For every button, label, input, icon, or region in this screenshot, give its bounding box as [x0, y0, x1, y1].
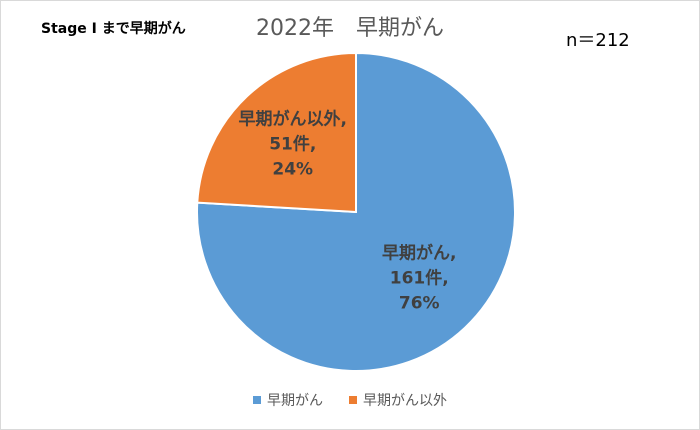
stage-note: Stage I まで早期がん [41, 21, 186, 37]
legend-swatch [349, 396, 357, 404]
chart-title: 2022年 早期がん [256, 16, 444, 41]
data-label-2: 早期がん以外, 51件, 24% [239, 107, 347, 182]
legend-label: 早期がん [267, 393, 323, 409]
data-label-line: 161件, [389, 268, 449, 289]
data-label-line: 24% [272, 159, 314, 180]
data-label-line: 76% [398, 293, 440, 314]
legend-item-1: 早期がん [253, 390, 323, 410]
legend: 早期がん 早期がん以外 [0, 390, 700, 410]
data-label-line: 51件, [269, 134, 317, 155]
data-label-1: 早期がん, 161件, 76% [382, 242, 456, 317]
sample-size-label: n＝212 [566, 30, 630, 51]
pie-slice-2 [196, 51, 357, 214]
legend-swatch [253, 396, 261, 404]
data-label-line: 早期がん, [382, 243, 457, 264]
data-label-line: 早期がん以外, [238, 109, 347, 130]
legend-label: 早期がん以外 [363, 393, 447, 409]
legend-item-2: 早期がん以外 [349, 390, 447, 410]
